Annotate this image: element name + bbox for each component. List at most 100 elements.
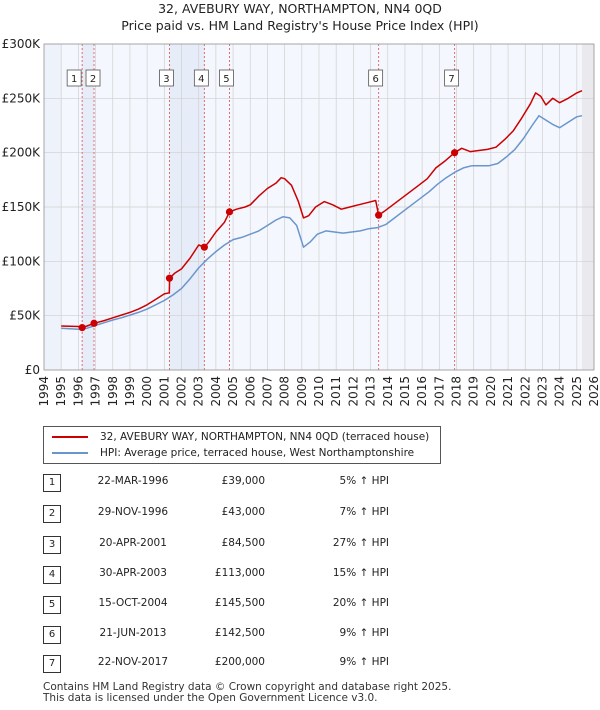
transaction-label-text: 5 (223, 74, 229, 85)
transaction-price: £145,500 (214, 597, 265, 609)
x-tick-label: 2022 (518, 376, 532, 407)
transaction-label-text: 3 (163, 74, 169, 85)
transaction-number-badge: 7 (43, 655, 61, 673)
x-tick-label: 2007 (260, 376, 274, 407)
x-tick-label: 2018 (450, 376, 464, 407)
transaction-label-box: 4 (193, 69, 209, 87)
transaction-label-text: 7 (448, 74, 454, 85)
x-tick-label: 1995 (54, 376, 68, 407)
x-tick-label: 2026 (587, 376, 600, 407)
transaction-number-badge: 6 (43, 626, 61, 644)
chart-title: 32, AVEBURY WAY, NORTHAMPTON, NN4 0QD (158, 1, 442, 16)
transaction-label-text: 2 (90, 74, 96, 85)
y-tick-label: £200K (2, 146, 42, 160)
x-tick-label: 1999 (123, 376, 137, 407)
transaction-number-badge: 2 (43, 505, 61, 523)
x-tick-label: 2003 (192, 376, 206, 407)
x-tick-label: 2001 (157, 376, 171, 407)
x-tick-label: 2004 (209, 376, 223, 407)
x-tick-label: 2017 (432, 376, 446, 407)
transaction-label-frame (193, 69, 209, 87)
transaction-price: £142,500 (214, 627, 265, 639)
y-tick-label: £100K (2, 254, 42, 268)
transaction-label-text: 1 (71, 74, 77, 85)
transaction-price: £43,000 (221, 506, 265, 518)
price-chart: 32, AVEBURY WAY, NORTHAMPTON, NN4 0QD Pr… (2, 1, 600, 407)
x-tick-label: 1997 (89, 376, 103, 407)
transaction-date: 30-APR-2003 (99, 567, 167, 579)
transaction-date: 15-OCT-2004 (98, 597, 168, 609)
transaction-label-box: 7 (444, 69, 460, 87)
x-tick-label: 2023 (535, 376, 549, 407)
transaction-price: £113,000 (214, 567, 265, 579)
y-tick-label: £300K (2, 37, 42, 51)
y-tick-label: £0 (25, 363, 40, 377)
legend: 32, AVEBURY WAY, NORTHAMPTON, NN4 0QD (t… (43, 426, 441, 464)
transaction-label-frame (66, 69, 82, 87)
transaction-point (375, 211, 383, 219)
transaction-point (200, 243, 208, 251)
transaction-label-frame (159, 69, 174, 87)
x-tick-label: 2010 (312, 376, 326, 407)
plot-frame (43, 43, 595, 371)
chart-subtitle: Price paid vs. HM Land Registry's House … (121, 18, 478, 33)
transaction-label-frame (85, 69, 101, 87)
y-tick-label: £250K (2, 91, 42, 105)
transaction-row: 4 30-APR-2003 £113,000 15% ↑ HPI (43, 566, 443, 584)
x-tick-label: 2014 (381, 376, 395, 407)
x-tick-label: 2020 (484, 376, 498, 407)
transaction-point (165, 274, 174, 282)
transaction-point (451, 149, 459, 157)
transaction-hpi-diff: 5% ↑ HPI (339, 475, 389, 487)
x-tick-label: 1996 (71, 376, 85, 407)
transaction-label-box: 1 (66, 69, 82, 87)
legend-label-property: 32, AVEBURY WAY, NORTHAMPTON, NN4 0QD (t… (100, 431, 430, 443)
transaction-label-box: 5 (219, 69, 234, 87)
legend-item-property: 32, AVEBURY WAY, NORTHAMPTON, NN4 0QD (t… (52, 429, 429, 445)
transaction-point (225, 208, 234, 216)
transaction-point (90, 319, 98, 327)
legend-label-hpi: HPI: Average price, terraced house, West… (100, 447, 415, 459)
transaction-row: 1 22-MAR-1996 £39,000 5% ↑ HPI (43, 474, 443, 492)
transaction-label-box: 2 (85, 69, 101, 87)
x-tick-label: 2016 (415, 376, 429, 407)
transaction-row: 2 29-NOV-1996 £43,000 7% ↑ HPI (43, 505, 443, 523)
transaction-price: £84,500 (221, 537, 265, 549)
transaction-label-box: 3 (159, 69, 174, 87)
footer-copyright: Contains HM Land Registry data © Crown c… (43, 681, 452, 693)
transaction-row: 3 20-APR-2001 £84,500 27% ↑ HPI (43, 536, 443, 554)
transaction-number-badge: 3 (43, 536, 61, 554)
transaction-hpi-diff: 9% ↑ HPI (339, 627, 389, 639)
x-tick-label: 2021 (501, 376, 515, 407)
transaction-date: 22-MAR-1996 (97, 475, 169, 487)
x-tick-label: 2013 (364, 376, 378, 407)
x-tick-label: 1998 (106, 376, 120, 407)
transaction-label-frame (444, 69, 460, 87)
transaction-hpi-diff: 9% ↑ HPI (339, 656, 389, 668)
x-tick-label: 2000 (140, 376, 154, 407)
y-tick-label: £50K (9, 309, 41, 323)
footer-licence: This data is licensed under the Open Gov… (43, 692, 378, 704)
transaction-row: 6 21-JUN-2013 £142,500 9% ↑ HPI (43, 626, 443, 644)
transaction-hpi-diff: 20% ↑ HPI (332, 597, 389, 609)
legend-swatch-hpi (52, 452, 88, 454)
transaction-label-box: 6 (368, 69, 384, 87)
transaction-label-frame (219, 69, 234, 87)
x-tick-label: 2011 (329, 376, 343, 407)
x-tick-label: 2024 (553, 376, 567, 407)
series-line-hpi (61, 114, 583, 331)
transaction-date: 21-JUN-2013 (99, 627, 167, 639)
x-tick-label: 2008 (278, 376, 292, 407)
x-tick-label: 2015 (398, 376, 412, 407)
transaction-price: £200,000 (214, 656, 265, 668)
transaction-row: 7 22-NOV-2017 £200,000 9% ↑ HPI (43, 655, 443, 673)
transaction-number-badge: 1 (43, 474, 61, 492)
x-tick-label: 2002 (175, 376, 189, 407)
series-line-property (61, 90, 583, 329)
transaction-number-badge: 5 (43, 596, 61, 614)
transaction-date: 22-NOV-2017 (97, 656, 169, 668)
transaction-label-text: 4 (198, 74, 204, 85)
transaction-date: 20-APR-2001 (99, 537, 167, 549)
transaction-label-frame (368, 69, 384, 87)
transaction-hpi-diff: 15% ↑ HPI (332, 567, 389, 579)
